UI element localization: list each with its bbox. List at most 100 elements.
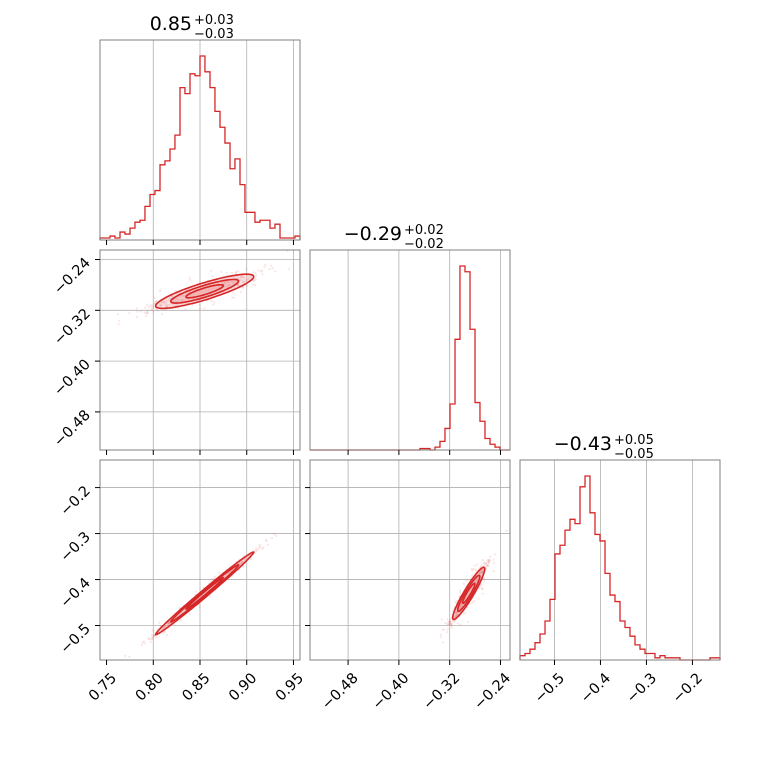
scatter-point (242, 554, 245, 558)
x-tick-label: −0.24 (471, 670, 514, 713)
scatter-point (242, 277, 245, 280)
scatter-point (487, 558, 491, 561)
scatter-point (261, 546, 265, 549)
scatter-point (451, 626, 454, 629)
scatter-point (146, 312, 149, 315)
scatter-point (485, 564, 489, 567)
scatter-point (481, 571, 484, 574)
scatter-point (145, 314, 148, 318)
scatter-point (455, 612, 458, 615)
scatter-point (240, 560, 244, 563)
scatter-point (480, 574, 483, 577)
panel-title: 0.85 +0.03−0.03 (150, 13, 234, 42)
scatter-point (487, 561, 490, 565)
y-tick-label: −0.2 (58, 483, 94, 519)
scatter-point (449, 621, 452, 625)
title-plus: +0.02 (404, 223, 444, 238)
scatter-point (166, 622, 170, 625)
scatter-point (233, 276, 237, 279)
scatter-point (476, 563, 479, 566)
scatter-point (240, 290, 243, 293)
scatter-point (492, 561, 495, 565)
scatter-point (268, 267, 271, 271)
scatter-point (136, 310, 139, 313)
scatter-point (272, 532, 276, 535)
scatter-point (485, 564, 489, 567)
scatter-point (163, 625, 166, 628)
scatter-point (161, 312, 164, 316)
scatter-point (165, 634, 168, 637)
title-median: −0.29 (344, 223, 402, 245)
scatter-point (492, 569, 495, 573)
scatter-point (245, 268, 248, 271)
scatter-point (158, 302, 161, 305)
y-tick-label: −0.5 (58, 621, 94, 657)
scatter-point (244, 279, 247, 282)
scatter-point (459, 623, 462, 626)
scatter-point (482, 558, 485, 562)
scatter-point (155, 299, 158, 303)
scatter-point (472, 600, 475, 603)
y-tick-label: −0.3 (58, 529, 94, 565)
scatter-point (245, 280, 248, 283)
scatter-point (477, 572, 480, 575)
scatter-point (264, 538, 268, 541)
scatter-point (163, 630, 167, 633)
scatter-point (454, 601, 457, 604)
scatter-point (462, 612, 465, 615)
scatter-point (165, 303, 168, 306)
scatter-point (239, 276, 243, 279)
scatter-point (257, 269, 260, 272)
scatter-point (147, 636, 151, 640)
scatter-point (487, 560, 490, 563)
scatter-point (242, 281, 245, 284)
scatter-point (209, 269, 213, 272)
scatter-point (212, 303, 215, 306)
scatter-point (152, 634, 156, 637)
scatter-point (239, 275, 242, 279)
scatter-point (254, 272, 257, 275)
scatter-point (116, 313, 119, 316)
scatter-point (164, 300, 167, 303)
scatter-point (241, 560, 244, 563)
title-minus: −0.05 (614, 447, 654, 462)
scatter-point (486, 559, 489, 562)
panel-title: −0.43 +0.05−0.05 (554, 433, 654, 462)
scatter-point (151, 638, 154, 641)
scatter-point (459, 591, 462, 594)
scatter-point (244, 557, 247, 560)
scatter-point (247, 276, 250, 279)
x-tick-label: −0.40 (370, 670, 413, 713)
scatter-point (265, 539, 268, 543)
scatter-point (164, 624, 167, 628)
scatter-point (454, 611, 457, 615)
scatter-point (199, 307, 202, 310)
panel-frame (309, 459, 511, 661)
scatter-point (142, 640, 146, 643)
scatter-point (485, 561, 488, 565)
scatter-point (162, 301, 165, 304)
scatter-point (243, 276, 246, 279)
scatter-point (479, 572, 482, 575)
scatter-point (251, 283, 255, 286)
scatter-point (239, 562, 242, 565)
scatter-point (168, 622, 171, 625)
contours-0 (154, 273, 255, 310)
scatter-point (240, 274, 243, 278)
scatter-point (242, 280, 245, 283)
scatter-point (254, 283, 257, 287)
y-tick-label: −0.40 (51, 357, 94, 400)
scatter-point (231, 296, 234, 299)
x-tick-label: −0.5 (532, 670, 568, 706)
scatter-point (479, 570, 483, 574)
panel-frame (519, 459, 721, 661)
scatter-point (480, 571, 483, 574)
x-tick-label: 0.75 (86, 670, 120, 704)
histogram-grid (347, 250, 501, 450)
scatter-point (446, 623, 449, 626)
scatter-point (210, 578, 214, 581)
histogram-0 (99, 55, 301, 240)
x-tick-label: −0.3 (624, 670, 660, 706)
scatter-point (212, 577, 215, 580)
scatter-point (448, 623, 451, 626)
